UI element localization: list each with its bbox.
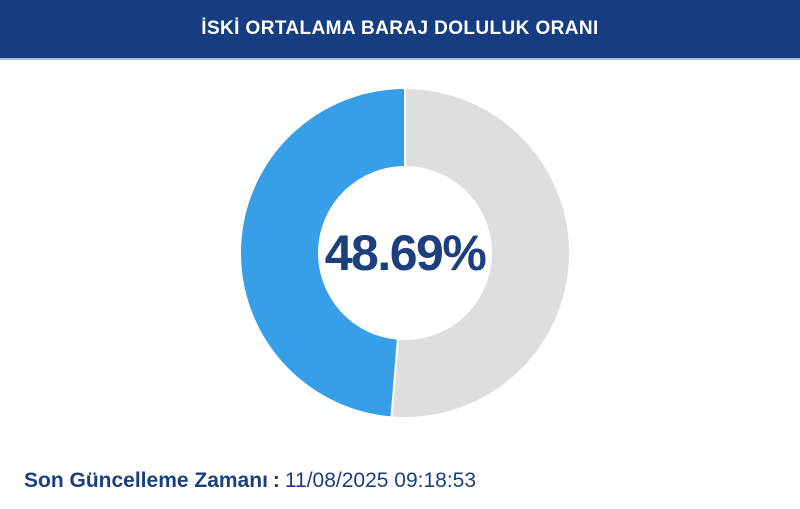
- last-update-value: 11/08/2025 09:18:53: [284, 469, 477, 492]
- last-update-line: Son Güncelleme Zamanı:11/08/2025 09:18:5…: [24, 469, 476, 493]
- last-update-separator: :: [272, 469, 280, 492]
- last-update-label: Son Güncelleme Zamanı: [24, 469, 268, 492]
- donut-chart-svg: [239, 86, 571, 419]
- donut-chart: 48.69%: [238, 86, 572, 420]
- header-bar: İSKİ ORTALAMA BARAJ DOLULUK ORANI: [0, 0, 800, 60]
- donut-segment-remainder: [390, 86, 571, 419]
- page-title: İSKİ ORTALAMA BARAJ DOLULUK ORANI: [201, 18, 599, 39]
- donut-segment-filled: [239, 86, 406, 419]
